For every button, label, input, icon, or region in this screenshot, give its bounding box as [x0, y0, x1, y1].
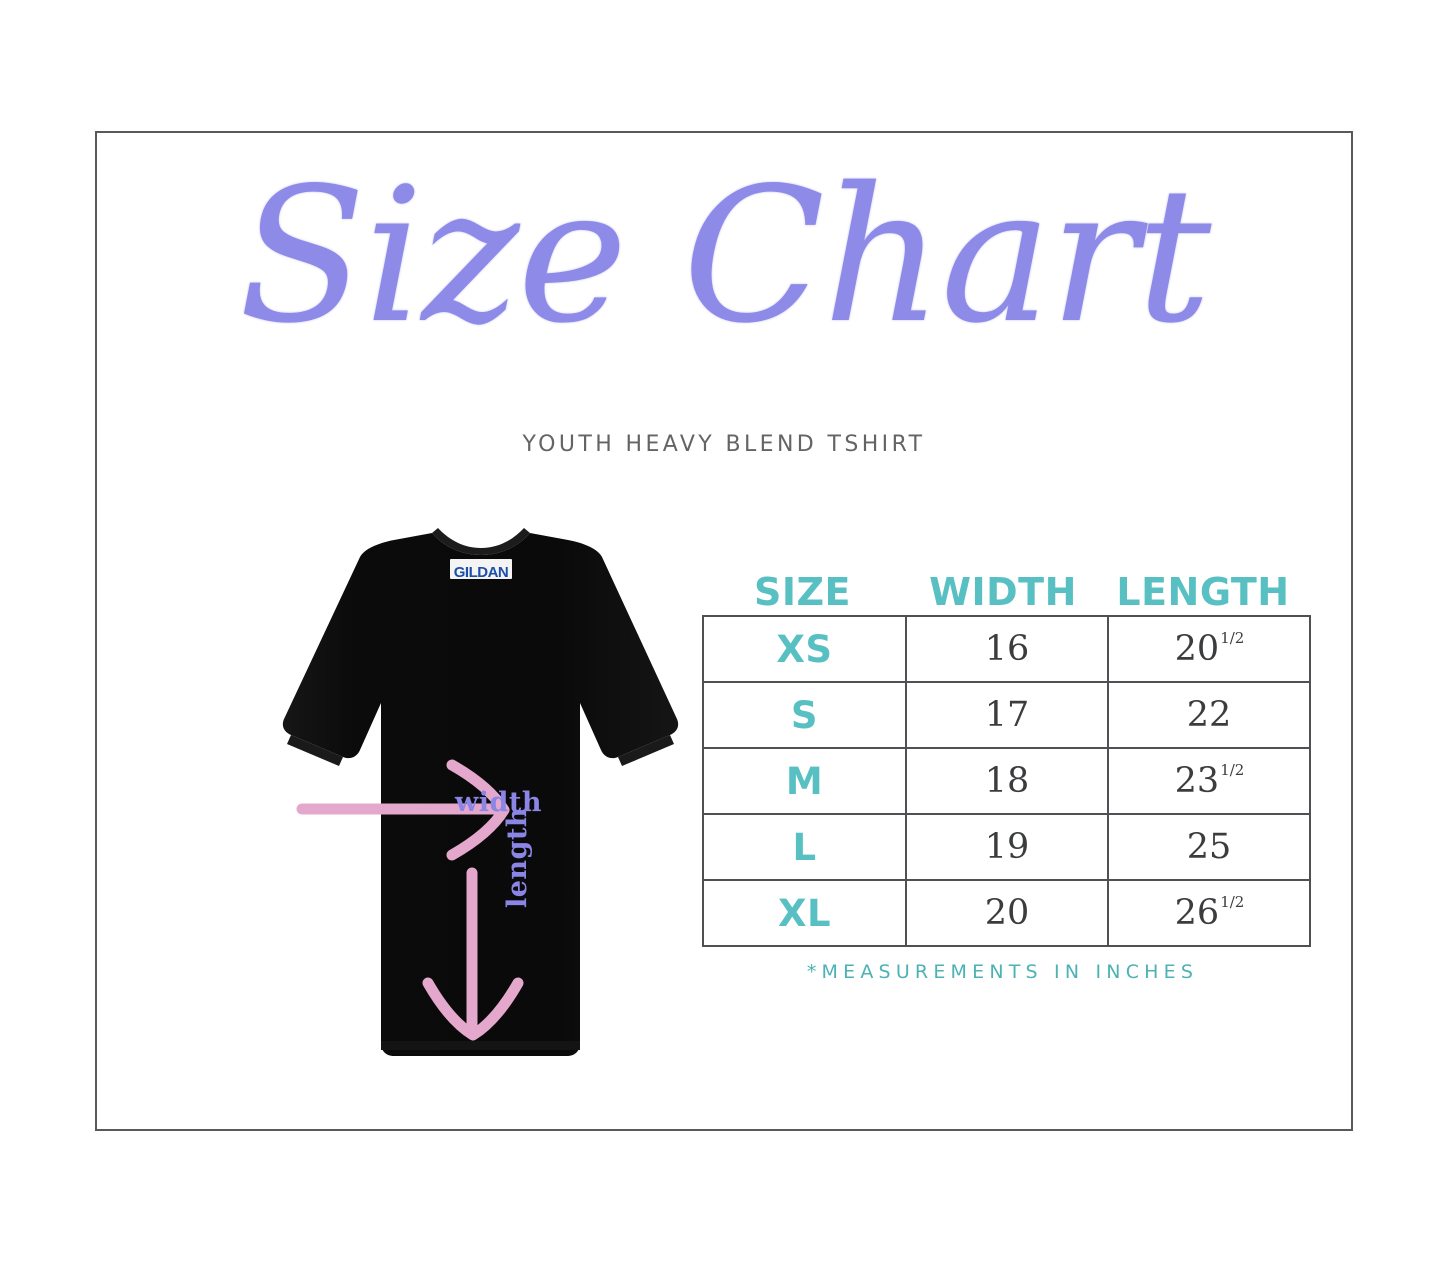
cell-width: 20	[905, 879, 1109, 947]
table-row: XL 20 261/2	[702, 879, 1311, 947]
table-row: S 17 22	[702, 681, 1311, 749]
width-value: 19	[984, 826, 1030, 867]
length-value: 231/2	[1174, 760, 1245, 801]
product-subtitle: YOUTH HEAVY BLEND TSHIRT	[522, 432, 926, 457]
length-measure-label: length	[502, 806, 533, 908]
size-value: M	[785, 759, 824, 803]
cell-size: L	[702, 813, 907, 881]
cell-length: 201/2	[1107, 615, 1311, 683]
size-value: XL	[777, 891, 832, 935]
tshirt-body-shape	[282, 528, 679, 1056]
cell-length: 261/2	[1107, 879, 1311, 947]
size-value: L	[792, 825, 817, 869]
table-header-row: SIZE WIDTH LENGTH	[702, 573, 1303, 611]
svg-text:GILDAN: GILDAN	[454, 564, 509, 581]
cell-size: S	[702, 681, 907, 749]
table-row: M 18 231/2	[702, 747, 1311, 815]
tshirt-svg: GILDAN	[282, 528, 679, 1056]
length-arrow-icon	[422, 867, 524, 1041]
cell-length: 25	[1107, 813, 1311, 881]
width-arrow-icon	[296, 759, 510, 861]
width-measure-label: width	[455, 787, 542, 818]
page-title: Size Chart	[238, 147, 1212, 364]
size-value: S	[790, 693, 819, 737]
table-row: L 19 25	[702, 813, 1311, 881]
measurements-footnote: *MEASUREMENTS IN INCHES	[806, 961, 1199, 983]
size-table-block: SIZE WIDTH LENGTH XS 16 201/2	[702, 573, 1317, 983]
cell-length: 22	[1107, 681, 1311, 749]
column-header-length: LENGTH	[1116, 570, 1290, 614]
tshirt-illustration: GILDAN width length	[132, 523, 712, 1103]
width-value: 16	[984, 628, 1030, 669]
width-value: 17	[984, 694, 1030, 735]
length-value: 22	[1186, 694, 1232, 735]
cell-length: 231/2	[1107, 747, 1311, 815]
width-value: 18	[984, 760, 1030, 801]
neck-label-gildan: GILDAN	[450, 559, 512, 581]
cell-size: M	[702, 747, 907, 815]
length-value: 261/2	[1174, 892, 1245, 933]
cell-width: 17	[905, 681, 1109, 749]
column-header-width: WIDTH	[929, 570, 1077, 614]
size-measurements-table: XS 16 201/2 S 17	[702, 615, 1311, 947]
length-fraction: 1/2	[1220, 760, 1245, 779]
cell-size: XL	[702, 879, 907, 947]
table-row: XS 16 201/2	[702, 615, 1311, 683]
cell-width: 16	[905, 615, 1109, 683]
chart-frame-border: Size Chart YOUTH HEAVY BLEND TSHIRT	[95, 131, 1353, 1131]
length-fraction: 1/2	[1220, 892, 1245, 911]
length-value: 201/2	[1174, 628, 1245, 669]
cell-width: 19	[905, 813, 1109, 881]
size-value: XS	[776, 627, 833, 671]
length-value: 25	[1186, 826, 1232, 867]
cell-size: XS	[702, 615, 907, 683]
length-fraction: 1/2	[1220, 628, 1245, 647]
width-value: 20	[984, 892, 1030, 933]
cell-width: 18	[905, 747, 1109, 815]
column-header-size: SIZE	[753, 570, 852, 614]
